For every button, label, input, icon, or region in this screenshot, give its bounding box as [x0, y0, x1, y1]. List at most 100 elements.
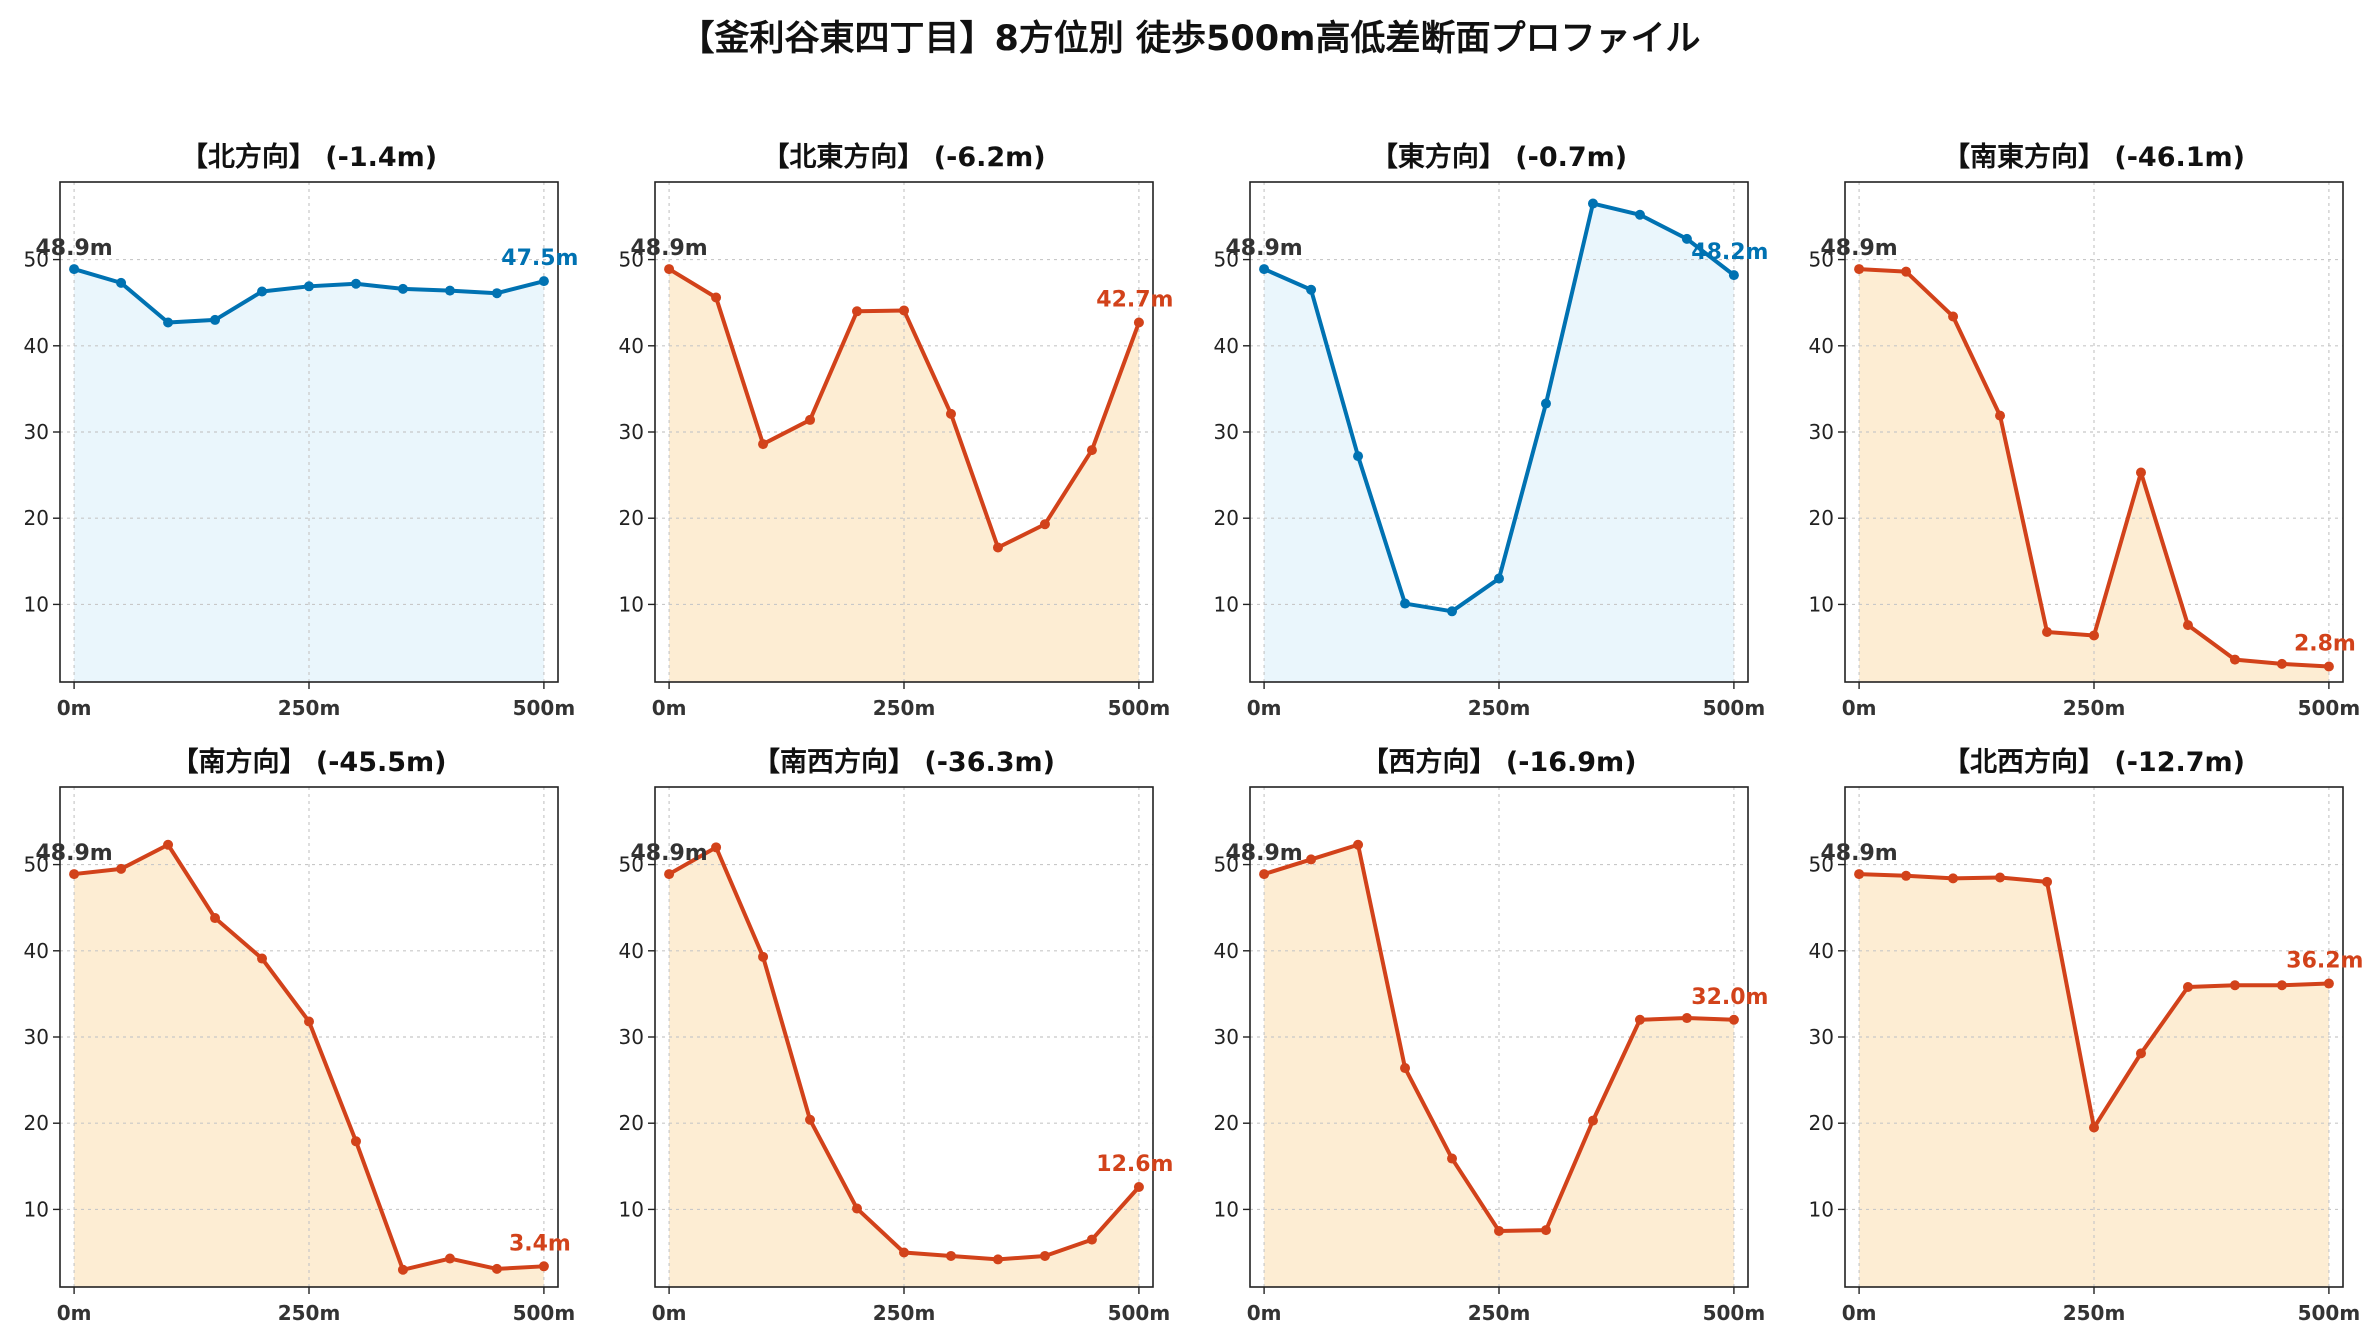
elevation-point — [2229, 654, 2240, 665]
elevation-point — [1728, 270, 1739, 281]
y-tick-label: 10 — [1214, 592, 1239, 616]
elevation-point — [1086, 1234, 1097, 1245]
elevation-point — [257, 953, 268, 964]
elevation-point — [2042, 627, 2053, 637]
elevation-point — [397, 1264, 408, 1275]
start-elevation-label: 48.9m — [630, 841, 707, 866]
y-tick-label: 50 — [1214, 853, 1239, 877]
y-tick-label: 30 — [24, 420, 49, 444]
x-tick-label: 250m — [873, 696, 936, 720]
y-tick-label: 10 — [619, 1197, 644, 1221]
x-tick-label: 250m — [278, 1301, 341, 1325]
elevation-point — [1587, 198, 1598, 209]
y-tick-label: 10 — [619, 592, 644, 616]
elevation-point — [1353, 451, 1364, 462]
y-tick-label: 20 — [619, 1111, 644, 1135]
x-tick-label: 250m — [2063, 1301, 2126, 1325]
elevation-point — [1995, 410, 2006, 421]
y-tick-label: 40 — [1809, 334, 1834, 358]
x-tick-label: 500m — [1703, 696, 1766, 720]
elevation-point — [2323, 661, 2334, 672]
x-tick-label: 250m — [1468, 696, 1531, 720]
elevation-point — [992, 1254, 1003, 1265]
elevation-area — [669, 847, 1139, 1287]
elevation-point — [116, 277, 127, 288]
end-elevation-label: 42.7m — [1096, 288, 1173, 313]
elevation-point — [664, 264, 675, 275]
elevation-point — [1681, 1013, 1692, 1024]
elevation-point — [992, 542, 1003, 553]
elevation-point — [69, 869, 80, 880]
elevation-point — [2135, 467, 2146, 478]
x-tick-label: 250m — [2063, 696, 2126, 720]
panel-title: 【北東方向】 (-6.2m) — [762, 141, 1045, 173]
y-tick-label: 50 — [1809, 853, 1834, 877]
elevation-point — [899, 305, 909, 316]
elevation-point — [210, 913, 221, 924]
elevation-point — [538, 1261, 549, 1272]
start-elevation-label: 48.9m — [1820, 236, 1897, 261]
elevation-point — [163, 317, 174, 328]
elevation-point — [210, 314, 221, 325]
y-tick-label: 20 — [1214, 1111, 1239, 1135]
elevation-point — [1587, 1115, 1598, 1126]
x-tick-label: 500m — [513, 696, 576, 720]
elevation-point — [2135, 1048, 2146, 1059]
y-tick-label: 40 — [1214, 334, 1239, 358]
elevation-point — [758, 439, 769, 450]
elevation-point — [805, 1114, 816, 1125]
elevation-point — [538, 276, 549, 287]
elevation-point — [2042, 876, 2053, 887]
y-tick-label: 20 — [1809, 506, 1834, 530]
elevation-point — [1447, 606, 1458, 617]
elevation-point — [1728, 1014, 1739, 1025]
elevation-point — [852, 1203, 863, 1214]
elevation-point — [1259, 869, 1270, 880]
start-elevation-label: 48.9m — [35, 236, 112, 261]
elevation-area — [74, 269, 544, 682]
panel-title: 【西方向】 (-16.9m) — [1361, 746, 1636, 778]
elevation-area — [669, 269, 1139, 682]
x-tick-label: 0m — [1842, 1301, 1877, 1325]
elevation-point — [350, 1136, 361, 1147]
elevation-point — [350, 278, 361, 289]
panel-title: 【南方向】 (-45.5m) — [171, 746, 446, 778]
x-tick-label: 0m — [1247, 1301, 1282, 1325]
elevation-point — [2276, 980, 2287, 991]
elevation-point — [491, 1263, 502, 1274]
elevation-point — [2089, 1122, 2099, 1133]
y-tick-label: 20 — [24, 506, 49, 530]
elevation-point — [899, 1247, 909, 1258]
panel-title: 【東方向】 (-0.7m) — [1371, 141, 1627, 173]
x-tick-label: 500m — [1108, 1301, 1171, 1325]
y-tick-label: 40 — [24, 334, 49, 358]
elevation-point — [69, 264, 80, 275]
elevation-point — [1259, 264, 1270, 275]
y-tick-label: 40 — [24, 939, 49, 963]
y-tick-label: 40 — [619, 334, 644, 358]
y-tick-label: 20 — [619, 506, 644, 530]
y-tick-label: 20 — [1809, 1111, 1834, 1135]
x-tick-label: 500m — [2298, 696, 2361, 720]
x-tick-label: 500m — [2298, 1301, 2361, 1325]
x-tick-label: 0m — [652, 696, 687, 720]
elevation-point — [163, 839, 174, 850]
elevation-point — [758, 951, 769, 962]
panel-title: 【北西方向】 (-12.7m) — [1943, 746, 2245, 778]
x-tick-label: 0m — [1842, 696, 1877, 720]
x-tick-label: 0m — [1247, 696, 1282, 720]
x-tick-label: 0m — [652, 1301, 687, 1325]
end-elevation-label: 48.2m — [1691, 240, 1768, 265]
start-elevation-label: 48.9m — [1820, 841, 1897, 866]
y-tick-label: 30 — [619, 1025, 644, 1049]
elevation-point — [1948, 873, 1959, 884]
elevation-point — [1039, 1250, 1050, 1261]
end-elevation-label: 12.6m — [1096, 1152, 1173, 1177]
elevation-point — [1306, 854, 1317, 865]
y-tick-label: 40 — [1214, 939, 1239, 963]
elevation-point — [1995, 872, 2006, 883]
elevation-point — [711, 292, 722, 303]
